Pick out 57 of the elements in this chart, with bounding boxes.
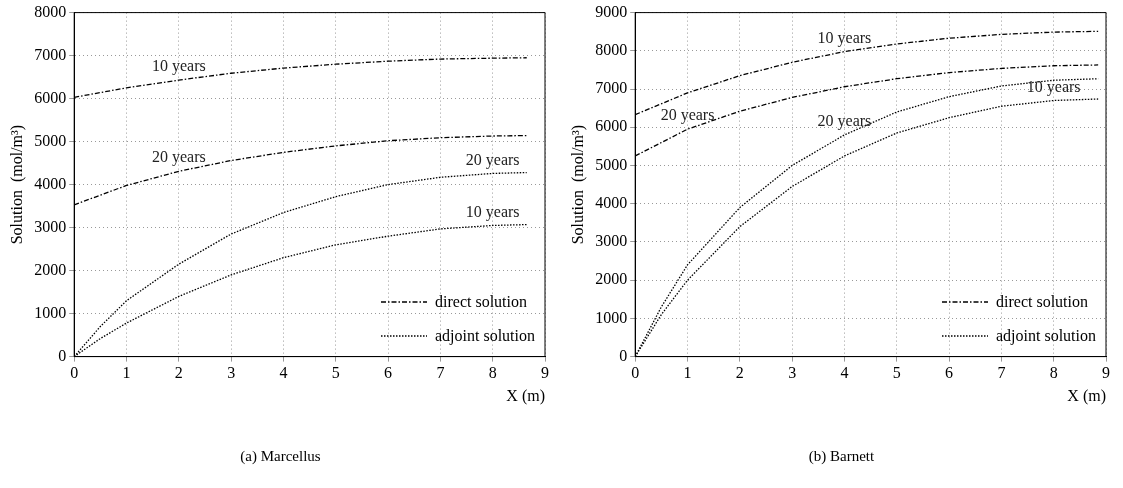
y-tick-label: 4000 [595, 193, 628, 211]
y-tick-label: 9000 [595, 2, 628, 20]
annotation: 20 years [660, 106, 715, 125]
y-tick-label: 0 [619, 346, 628, 364]
y-tick-label: 1000 [34, 303, 67, 321]
y-tick-label: 6000 [595, 117, 628, 135]
annotation: 20 years [817, 112, 872, 131]
x-tick-label: 0 [631, 364, 640, 382]
y-axis-title: Solution (mol/m³) [7, 124, 26, 245]
y-tick-label: 7000 [595, 79, 628, 97]
annotation: 10 years [151, 57, 206, 76]
x-tick-label: 7 [436, 364, 445, 382]
x-tick-label: 6 [384, 364, 393, 382]
y-tick-label: 3000 [595, 232, 628, 250]
x-tick-label: 8 [488, 364, 497, 382]
legend-label: direct solution [996, 291, 1088, 312]
y-tick-label: 7000 [34, 45, 67, 63]
x-tick-label: 1 [122, 364, 131, 382]
annotation: 10 years [1026, 77, 1081, 96]
x-tick-label: 1 [683, 364, 692, 382]
annotation: 10 years [817, 28, 872, 47]
x-tick-label: 0 [70, 364, 79, 382]
y-tick-label: 6000 [34, 88, 67, 106]
x-tick-label: 9 [541, 364, 549, 382]
x-tick-label: 9 [1102, 364, 1110, 382]
x-tick-label: 2 [174, 364, 183, 382]
x-tick-label: 4 [840, 364, 849, 382]
x-axis-title: X (m) [1067, 386, 1106, 405]
x-tick-label: 6 [945, 364, 954, 382]
y-tick-label: 1000 [595, 308, 628, 326]
x-tick-label: 3 [788, 364, 797, 382]
annotation: 20 years [151, 148, 206, 167]
y-tick-label: 3000 [34, 217, 67, 235]
x-tick-label: 3 [227, 364, 236, 382]
legend-label: adjoint solution [996, 325, 1096, 347]
y-tick-label: 2000 [595, 270, 628, 288]
x-tick-label: 4 [279, 364, 288, 382]
x-tick-label: 2 [735, 364, 744, 382]
text: (a) Marcellus [239, 448, 322, 465]
y-tick-label: 0 [58, 346, 67, 364]
annotation: 10 years [465, 202, 520, 221]
y-tick-label: 4000 [34, 174, 67, 192]
x-tick-label: 5 [331, 364, 340, 382]
y-tick-label: 8000 [595, 41, 628, 59]
legend-label: direct solution [435, 291, 527, 312]
x-tick-label: 8 [1049, 364, 1058, 382]
y-tick-label: 5000 [34, 131, 67, 149]
y-tick-label: 2000 [34, 260, 67, 278]
x-tick-label: 5 [892, 364, 901, 382]
legend-label: adjoint solution [435, 325, 535, 347]
y-axis-title: Solution (mol/m³) [568, 124, 587, 245]
y-tick-label: 5000 [595, 155, 628, 173]
x-tick-label: 7 [997, 364, 1006, 382]
y-tick-label: 8000 [34, 2, 67, 20]
x-axis-title: X (m) [506, 386, 545, 405]
annotation: 20 years [465, 150, 520, 169]
text: (b) Barnett [807, 448, 876, 465]
